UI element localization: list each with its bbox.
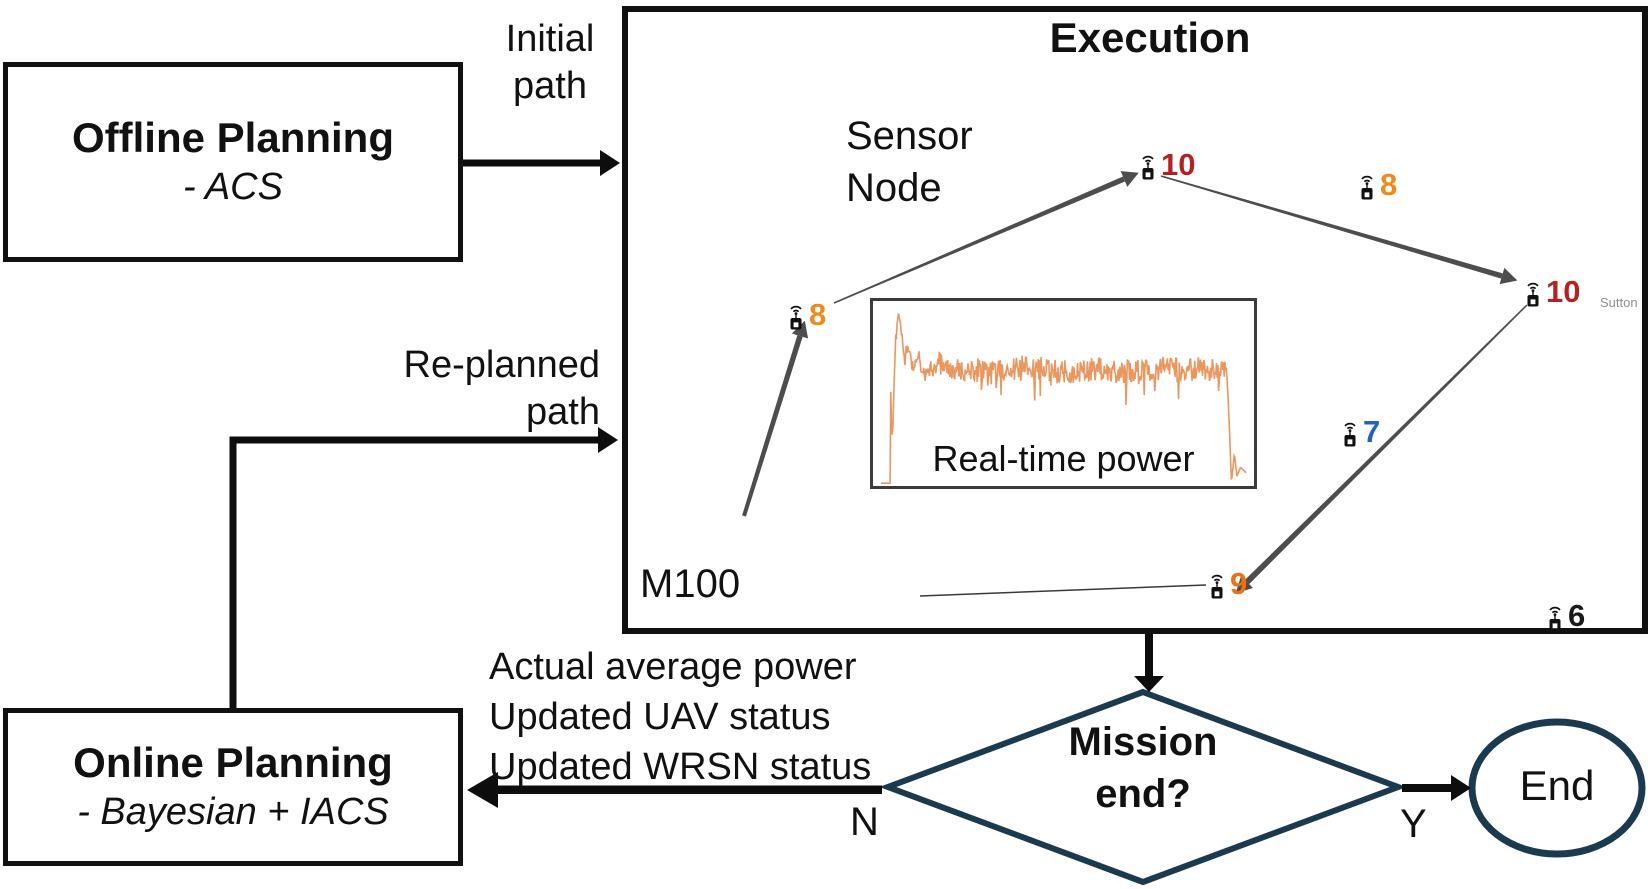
node-energy-value: 6 <box>1568 598 1586 633</box>
decision-to-online-arrow <box>467 772 882 808</box>
sensor-node-label: Sensor Node <box>846 114 973 210</box>
node-8-east: 8 <box>1359 167 1398 202</box>
node-8-to-node-10-north-arrow <box>833 171 1139 304</box>
decision-label: Mission end? <box>1068 720 1218 816</box>
power-chart-plot <box>881 313 1247 484</box>
end-ellipse <box>1468 718 1646 858</box>
replanned-path-arrow <box>229 427 618 708</box>
online-planning-box: Online Planning - Bayesian + IACS <box>3 708 463 866</box>
node-10-east: 10 <box>1525 274 1581 309</box>
node-10-east-to-node-9-arrow <box>1235 304 1528 594</box>
node-energy-value: 8 <box>809 297 827 332</box>
node-energy-value: 10 <box>1161 147 1196 182</box>
execution-to-decision-arrow <box>1134 634 1164 692</box>
node-energy-value: 10 <box>1546 274 1581 309</box>
node-10-north-to-node-10-east-arrow <box>1160 175 1518 285</box>
sensor-node-icon <box>1344 422 1356 447</box>
node-6: 6 <box>1547 598 1586 633</box>
online-planning-subtitle: - Bayesian + IACS <box>77 791 389 833</box>
offline-planning-subtitle: - ACS <box>183 166 283 208</box>
end-label: End <box>1519 762 1595 809</box>
node-9: 9 <box>1209 566 1248 601</box>
node-8-west: 8 <box>788 297 827 332</box>
no-branch-label: N <box>850 800 879 844</box>
node-energy-value: 9 <box>1230 566 1248 601</box>
sensor-node-icon <box>1527 282 1539 307</box>
offline-planning-title: Offline Planning <box>72 114 394 161</box>
replanned-path-label: Re-planned path <box>403 344 600 433</box>
feedback-label: Actual average power Updated UAV status … <box>489 646 872 788</box>
initial-path-label: Initial path <box>505 18 595 107</box>
sensor-node-icon <box>790 305 802 330</box>
offline-planning-box: Offline Planning - ACS <box>3 62 463 262</box>
map-place-label: Sutton <box>1600 295 1638 310</box>
node-10-north: 10 <box>1140 147 1196 182</box>
decision-to-end-arrow <box>1402 775 1471 801</box>
uav-to-node-8-arrow <box>742 320 809 517</box>
online-planning-title: Online Planning <box>73 739 393 786</box>
node-7: 7 <box>1342 414 1381 449</box>
power-chart-title: Real-time power <box>932 438 1195 479</box>
power-chart: Real-time power <box>870 298 1257 489</box>
node-energy-value: 8 <box>1380 167 1398 202</box>
node-energy-value: 7 <box>1363 414 1381 449</box>
uav-to-node-9-leader-line <box>919 584 1207 597</box>
initial-path-arrow <box>462 150 620 176</box>
sensor-node-icon <box>1142 155 1154 180</box>
sensor-node-icon <box>1549 606 1561 631</box>
sensor-node-icon <box>1211 574 1223 599</box>
sensor-node-icon <box>1361 175 1373 200</box>
yes-branch-label: Y <box>1400 802 1427 846</box>
execution-title: Execution <box>1049 14 1251 61</box>
uav-label: M100 <box>640 562 741 606</box>
power-trace-line <box>881 313 1247 484</box>
decision-diamond <box>879 688 1407 886</box>
